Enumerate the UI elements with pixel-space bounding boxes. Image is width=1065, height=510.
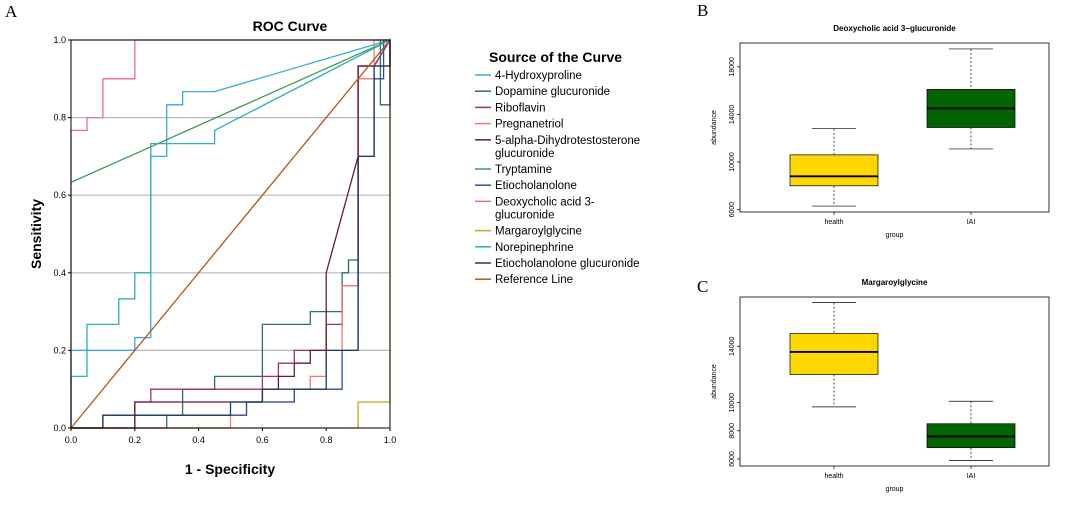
roc-x-tick-label: 0.2 (129, 435, 142, 445)
roc-plot-frame (70, 39, 391, 429)
boxplot-y-tick-label: 10000 (729, 152, 736, 172)
roc-line-tryptamine (70, 39, 391, 183)
roc-x-tick-label: 0.8 (320, 435, 333, 445)
roc-line-5-alpha-dihydrotestosterone-glucuronide (71, 40, 391, 429)
boxplot-frame (739, 42, 1050, 213)
legend-label: Riboflavin (495, 102, 546, 114)
boxplot-x-tick-label: health (824, 219, 843, 226)
legend-label: Tryptamine (495, 164, 552, 176)
boxplot-y-tick-label: 14000 (729, 336, 736, 356)
roc-y-tick-label: 1.0 (53, 35, 66, 45)
box-iqr (789, 333, 879, 375)
roc-series-group (70, 37, 391, 429)
legend-label: 4-Hydroxyproline (495, 70, 582, 82)
legend-title: Source of the Curve (489, 49, 622, 65)
legend-item: Etiocholanolone (475, 180, 577, 192)
legend-label: 5-alpha-Dihydrotestosterone (495, 135, 640, 147)
boxplot-deoxycholic: Deoxycholic acid 3−glucuronide health IAI 6… (711, 24, 1050, 239)
roc-line-deoxycholic-acid-3-glucuronide (70, 39, 390, 428)
roc-y-tick-label: 0.0 (53, 423, 66, 433)
box-health (789, 302, 879, 408)
legend-label: Etiocholanolone glucuronide (495, 258, 640, 270)
legend-label: glucuronide (495, 209, 554, 221)
panel-label-b: B (697, 1, 708, 20)
boxplot-title: Margaroylglycine (862, 278, 928, 287)
panel-label-c: C (697, 277, 708, 296)
legend-label: Deoxycholic acid 3- (495, 196, 595, 208)
roc-y-ticks: 0.0 0.2 0.4 0.6 0.8 1.0 (53, 35, 71, 433)
box-iqr (789, 154, 879, 187)
legend-item: Tryptamine (475, 164, 552, 176)
boxplot-frame (739, 296, 1050, 467)
legend-label: Dopamine glucuronide (495, 86, 610, 98)
panel-label-a: A (5, 2, 18, 21)
legend-item: Deoxycholic acid 3-glucuronide (475, 196, 595, 221)
roc-title: ROC Curve (253, 18, 328, 34)
roc-x-ticks: 0.0 0.2 0.4 0.6 0.8 1.0 (65, 428, 397, 445)
legend-label: Reference Line (495, 274, 573, 286)
roc-chart: ROC Curve 0.0 0.2 0.4 0.6 0.8 1.0 0.00.20.40.… (28, 18, 396, 477)
boxplot-y-tick-label: 6000 (729, 451, 736, 467)
boxplot-y-axis-label: abundance (711, 110, 718, 145)
roc-y-tick-label: 0.8 (53, 113, 66, 123)
roc-y-tick-label: 0.4 (53, 268, 66, 278)
boxplot-y-tick-label: 6000 (729, 202, 736, 218)
boxplot-y-tick-label: 14000 (729, 105, 736, 125)
legend-item: Reference Line (475, 274, 573, 286)
roc-x-tick-label: 0.0 (65, 435, 78, 445)
roc-y-tick-label: 0.2 (53, 345, 66, 355)
roc-line-reference-line (70, 39, 391, 429)
roc-line-etiocholanolone-glucuronide (71, 40, 391, 429)
roc-x-tick-label: 0.6 (256, 435, 269, 445)
legend-item: 4-Hydroxyproline (475, 70, 582, 82)
legend-label: Pregnanetriol (495, 119, 563, 131)
legend-item: Etiocholanolone glucuronide (475, 258, 640, 270)
roc-legend: Source of the Curve 4-Hydroxyproline Dopa… (475, 49, 640, 286)
boxplot-title: Deoxycholic acid 3−glucuronide (833, 24, 956, 33)
box-iai (926, 48, 1016, 150)
boxplot-x-axis-label: group (886, 486, 904, 493)
boxplot-margaroylglycine: Margaroylglycine health IAI 6000 8000 10000 14… (711, 278, 1050, 493)
legend-label: Etiocholanolone (495, 180, 577, 192)
boxplot-x-tick-label: health (824, 473, 843, 480)
legend-items: 4-Hydroxyproline Dopamine glucuronide Ribo… (475, 70, 640, 286)
roc-y-tick-label: 0.6 (53, 190, 66, 200)
boxplot-x-tick-label: IAI (967, 219, 976, 226)
roc-line-norepinephrine (70, 39, 391, 428)
roc-x-tick-label: 1.0 (384, 435, 397, 445)
legend-item: Dopamine glucuronide (475, 86, 610, 98)
legend-label: Norepinephrine (495, 242, 574, 254)
box-iai (926, 400, 1016, 461)
boxplot-y-tick-label: 18000 (729, 57, 736, 77)
legend-item: Norepinephrine (475, 242, 574, 254)
roc-y-axis-label: Sensitivity (28, 199, 44, 269)
box-health (789, 128, 879, 207)
boxplot-y-tick-label: 8000 (729, 423, 736, 439)
roc-line-4-hydroxyproline (70, 39, 391, 428)
legend-label: glucuronide (495, 148, 554, 160)
boxplot-y-tick-label: 10000 (729, 393, 736, 413)
legend-item: Pregnanetriol (475, 119, 563, 131)
boxplot-x-axis-label: group (886, 232, 904, 239)
legend-label: Margaroylglycine (495, 226, 582, 238)
roc-x-tick-label: 0.4 (192, 435, 205, 445)
boxplot-y-axis-label: abundance (711, 364, 718, 399)
legend-item: Margaroylglycine (475, 226, 582, 238)
boxplot-x-tick-label: IAI (967, 473, 976, 480)
legend-item: Riboflavin (475, 102, 546, 114)
roc-x-axis-label: 1 - Specificity (185, 461, 275, 477)
